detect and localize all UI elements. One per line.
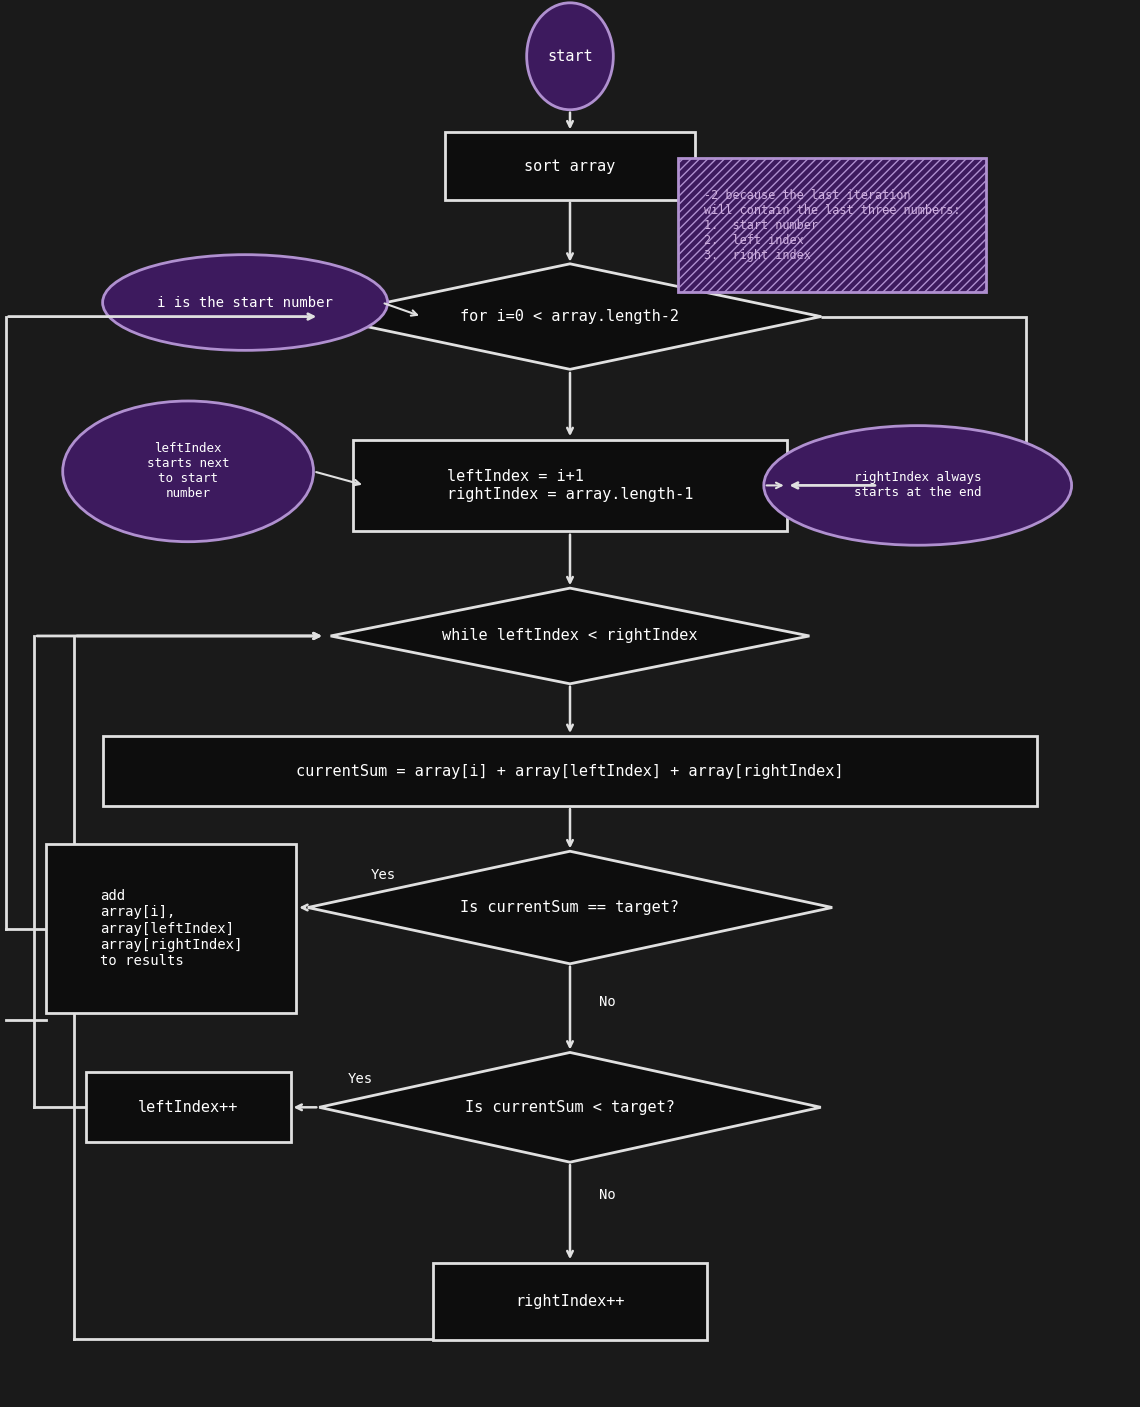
Text: Yes: Yes <box>348 1072 373 1086</box>
FancyBboxPatch shape <box>445 132 695 200</box>
Text: add
array[i],
array[leftIndex]
array[rightIndex]
to results: add array[i], array[leftIndex] array[rig… <box>100 889 242 968</box>
Polygon shape <box>319 1052 821 1162</box>
FancyBboxPatch shape <box>103 736 1037 806</box>
Text: No: No <box>598 995 616 1009</box>
Text: Is currentSum < target?: Is currentSum < target? <box>465 1100 675 1114</box>
Text: leftIndex
starts next
to start
number: leftIndex starts next to start number <box>147 442 229 501</box>
Polygon shape <box>308 851 832 964</box>
FancyBboxPatch shape <box>678 159 986 293</box>
Circle shape <box>527 3 613 110</box>
FancyBboxPatch shape <box>86 1072 291 1142</box>
Ellipse shape <box>764 425 1072 545</box>
Text: leftIndex++: leftIndex++ <box>138 1100 238 1114</box>
Polygon shape <box>319 265 821 369</box>
FancyBboxPatch shape <box>353 439 787 530</box>
Text: Is currentSum == target?: Is currentSum == target? <box>461 900 679 915</box>
Text: leftIndex = i+1
rightIndex = array.length-1: leftIndex = i+1 rightIndex = array.lengt… <box>447 469 693 502</box>
Text: i is the start number: i is the start number <box>157 295 333 310</box>
Ellipse shape <box>63 401 314 542</box>
Text: for i=0 < array.length-2: for i=0 < array.length-2 <box>461 310 679 324</box>
Text: currentSum = array[i] + array[leftIndex] + array[rightIndex]: currentSum = array[i] + array[leftIndex]… <box>296 764 844 778</box>
Polygon shape <box>331 588 809 684</box>
Text: while leftIndex < rightIndex: while leftIndex < rightIndex <box>442 629 698 643</box>
Text: -2 because the last iteration
will contain the last three numbers:
1.  start num: -2 because the last iteration will conta… <box>703 189 960 262</box>
FancyBboxPatch shape <box>46 844 296 1013</box>
Text: rightIndex always
starts at the end: rightIndex always starts at the end <box>854 471 982 499</box>
Text: Yes: Yes <box>370 868 396 882</box>
Ellipse shape <box>103 255 388 350</box>
Text: No: No <box>598 1188 616 1202</box>
FancyBboxPatch shape <box>433 1263 707 1339</box>
Text: sort array: sort array <box>524 159 616 173</box>
Text: rightIndex++: rightIndex++ <box>515 1294 625 1309</box>
Text: start: start <box>547 49 593 63</box>
